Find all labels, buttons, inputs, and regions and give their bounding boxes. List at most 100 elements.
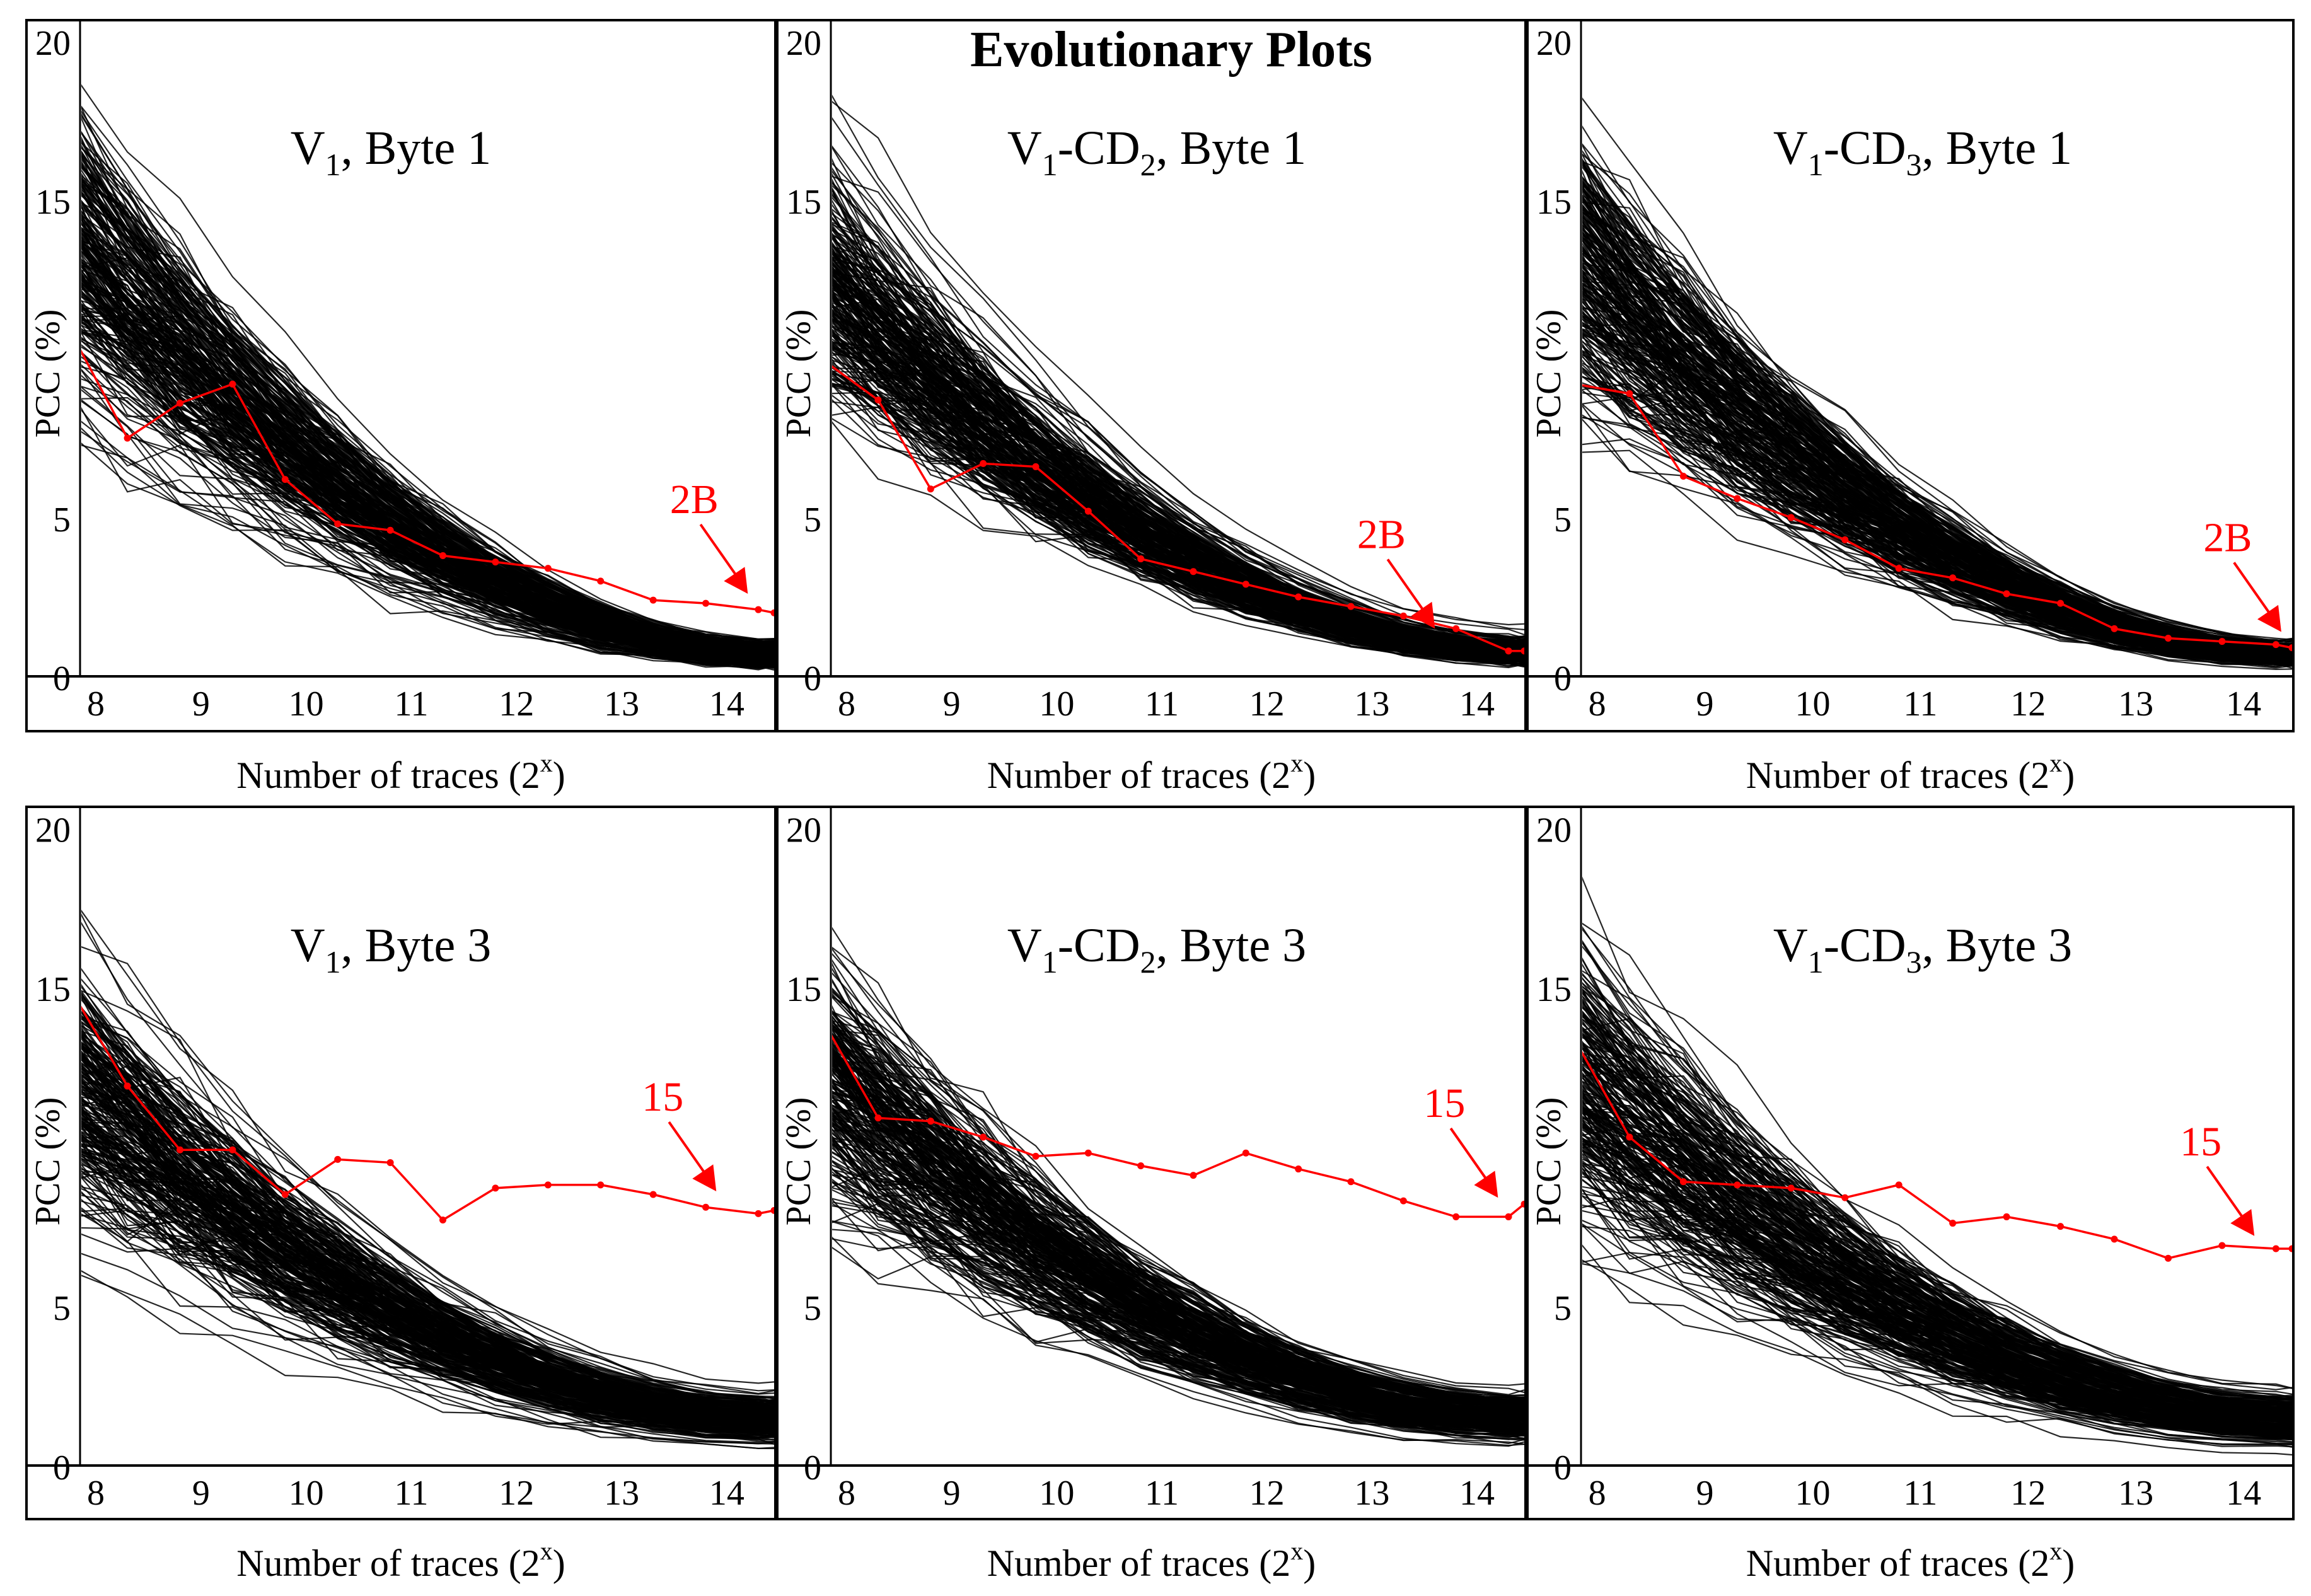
correct-key-point (927, 485, 934, 493)
wrong-key-trace (81, 284, 774, 652)
y-tick-label: 20 (786, 24, 821, 63)
wrong-key-trace (1582, 1032, 2292, 1420)
wrong-key-trace (81, 1136, 774, 1437)
y-axis-label: PCC (%) (28, 1097, 67, 1226)
y-tick-label: 5 (804, 500, 821, 540)
x-tick-label: 11 (1903, 685, 1937, 724)
x-tick-label: 10 (1039, 1474, 1074, 1513)
correct-key-point (874, 396, 882, 404)
correct-key-point (1787, 514, 1795, 521)
y-tick-label: 20 (1536, 24, 1572, 63)
x-tick-label: 11 (395, 685, 429, 724)
wrong-key-trace (1582, 228, 2292, 651)
wrong-key-trace (832, 1057, 1524, 1416)
wrong-key-trace (832, 1140, 1524, 1426)
annotation-arrow-head (724, 567, 748, 594)
x-tick-label: 10 (1795, 1474, 1830, 1513)
wrong-key-trace (1582, 211, 2292, 655)
y-tick-label: 0 (804, 1449, 821, 1488)
wrong-key-trace (1582, 333, 2292, 666)
annotation-label: 15 (2180, 1119, 2221, 1165)
annotation-arrow-shaft (668, 1121, 710, 1180)
y-tick-label: 15 (35, 970, 71, 1009)
wrong-key-trace (81, 1093, 774, 1420)
x-tick-label: 8 (87, 685, 105, 724)
wrong-key-trace (1582, 1194, 2292, 1438)
wrong-key-trace (81, 1015, 774, 1402)
wrong-key-trace (81, 400, 774, 668)
correct-key-point (1679, 1178, 1687, 1186)
wrong-key-trace (1582, 1016, 2292, 1414)
wrong-key-trace (832, 383, 1524, 669)
x-tick-label: 14 (2226, 685, 2261, 724)
correct-key-point (702, 1203, 710, 1211)
x-tick-label: 11 (395, 1474, 429, 1513)
x-tick-label: 8 (1589, 685, 1606, 724)
correct-key-point (755, 606, 762, 613)
correct-key-point (1734, 1181, 1741, 1189)
correct-key-point (1626, 1133, 1633, 1141)
correct-key-point (1137, 555, 1145, 563)
correct-key-point (1679, 473, 1687, 480)
correct-key-point (492, 1184, 499, 1192)
wrong-key-trace (832, 342, 1524, 663)
figure-title: Evolutionary Plots (970, 22, 1372, 78)
x-axis-label: Number of traces (2x) (987, 1537, 1316, 1584)
wrong-key-trace (81, 1059, 774, 1412)
x-tick-label: 12 (1249, 685, 1285, 724)
correct-key-point (1520, 1200, 1524, 1208)
wrong-key-trace (1582, 922, 2292, 1399)
x-tick-label: 13 (604, 685, 639, 724)
x-tick-label: 9 (192, 685, 210, 724)
correct-key-point (124, 434, 131, 442)
wrong-key-trace (1582, 1138, 2292, 1433)
wrong-key-trace (1582, 1223, 2292, 1445)
correct-key-series (1572, 381, 2292, 652)
wrong-key-trace (81, 1137, 774, 1433)
x-tick-label: 11 (1145, 685, 1179, 724)
wrong-key-trace (81, 84, 774, 640)
wrong-key-trace (1582, 280, 2292, 659)
annotation-arrow-shaft (2206, 1165, 2248, 1224)
annotation-arrow-head (2257, 604, 2281, 632)
chart-title: V1-CD2, Byte 3 (1007, 919, 1306, 980)
y-tick-label: 15 (1536, 183, 1572, 222)
correct-key-point (1572, 381, 1579, 388)
correct-key-point (1137, 1162, 1145, 1169)
wrong-key-trace (832, 1236, 1524, 1447)
x-tick-label: 12 (2010, 685, 2046, 724)
correct-key-point (1190, 1172, 1197, 1179)
wrong-key-trace (81, 296, 774, 662)
wrong-key-trace (832, 257, 1524, 654)
wrong-key-trace (832, 994, 1524, 1406)
wrong-key-trace (832, 298, 1524, 656)
y-tick-label: 15 (35, 183, 71, 222)
x-tick-label: 13 (1354, 685, 1389, 724)
correct-key-series (832, 1034, 1524, 1220)
annotation-arrow-shaft (2233, 562, 2275, 620)
correct-key-point (597, 577, 605, 585)
wrong-key-trace (832, 264, 1524, 650)
wrong-key-trace (832, 1167, 1524, 1440)
wrong-key-trace (832, 244, 1524, 654)
wrong-key-trace (832, 229, 1524, 644)
correct-key-point (1626, 390, 1633, 398)
correct-key-point (2288, 1245, 2292, 1252)
x-tick-label: 14 (2226, 1474, 2261, 1513)
wrong-key-trace (1582, 278, 2292, 662)
correct-key-point (1949, 1220, 1957, 1227)
wrong-key-traces (1582, 97, 2292, 671)
y-tick-label: 15 (786, 183, 821, 222)
y-axis-label: PCC (%) (28, 309, 67, 438)
x-tick-label: 9 (1696, 685, 1714, 724)
annotation-label: 2B (670, 477, 719, 523)
wrong-key-trace (832, 192, 1524, 648)
y-axis-label: PCC (%) (1529, 1097, 1568, 1226)
wrong-key-trace (1582, 449, 2292, 671)
annotation-label: 15 (1423, 1080, 1465, 1126)
annotation-arrow-shaft (699, 523, 741, 582)
panel-frame (25, 806, 777, 1520)
wrong-key-trace (81, 158, 774, 648)
wrong-key-trace (81, 1111, 774, 1432)
correct-key-point (1347, 603, 1355, 610)
